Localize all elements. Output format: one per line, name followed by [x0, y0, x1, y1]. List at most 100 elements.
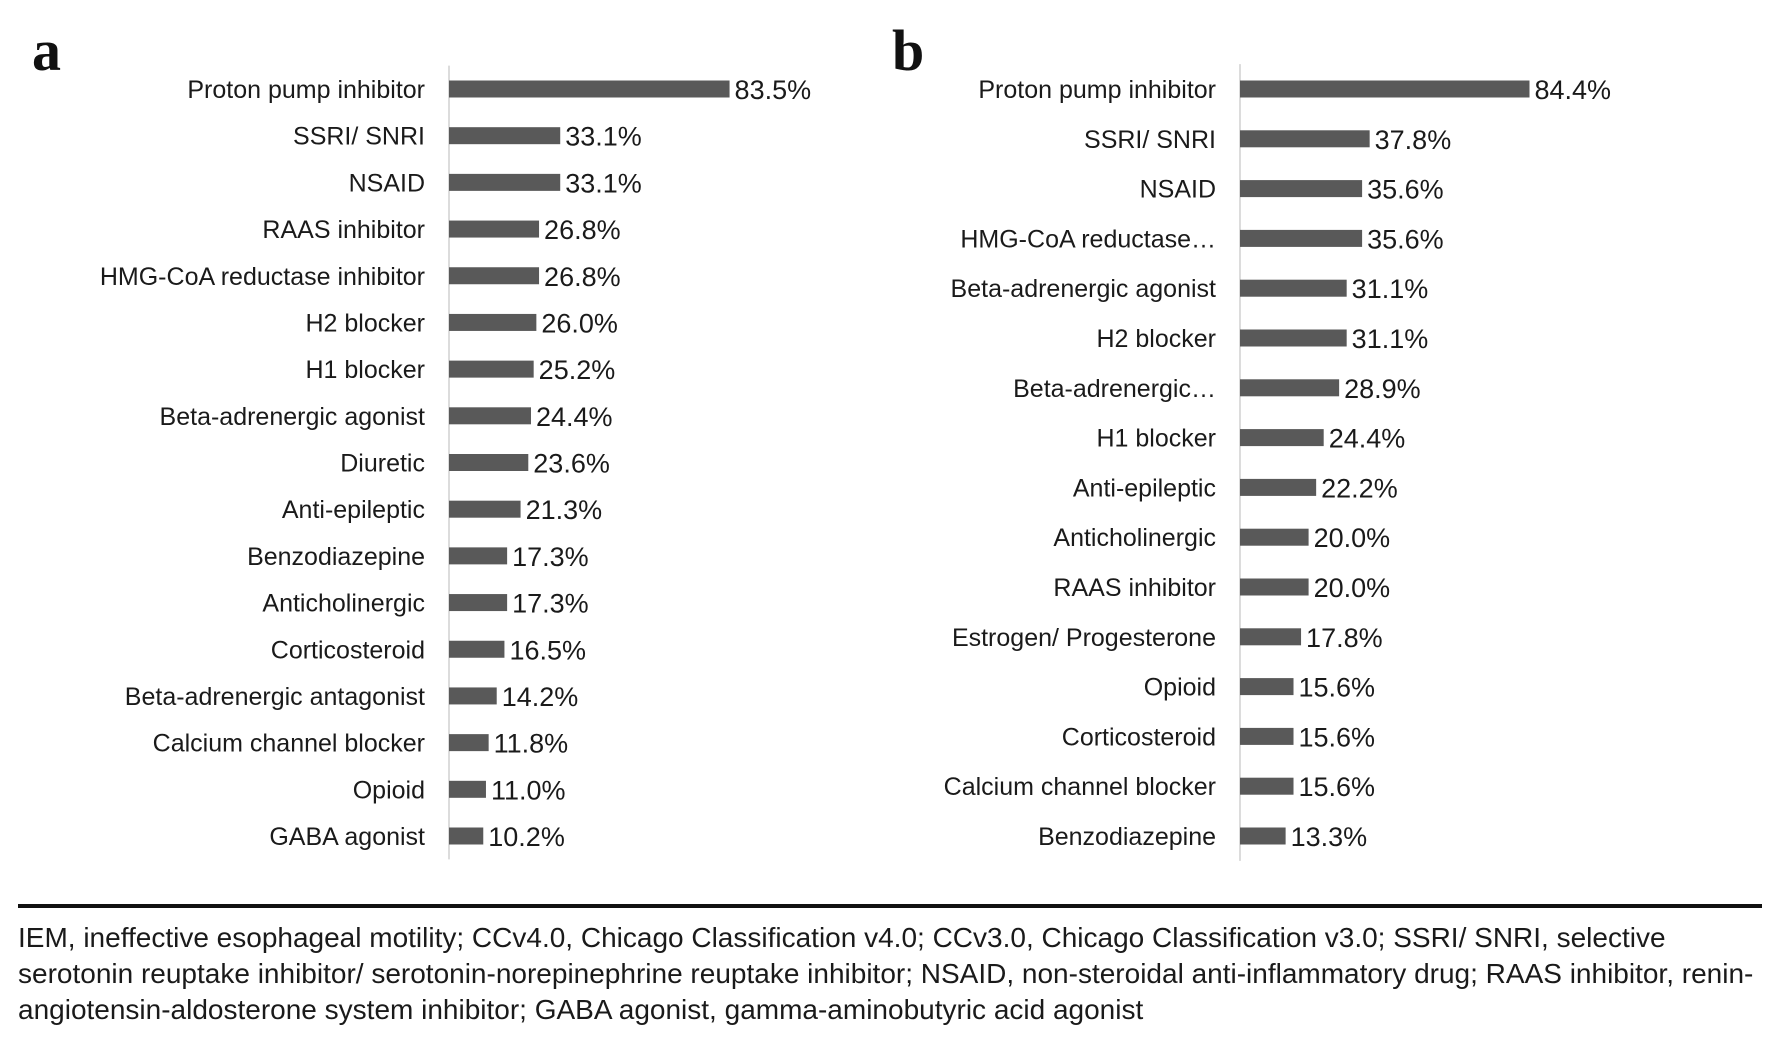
- panel-b-category-label: Calcium channel blocker: [944, 773, 1216, 801]
- panel-b-bar: [1240, 678, 1294, 696]
- panel-a-value-label: 83.5%: [735, 75, 812, 105]
- panel-a-category-label: H1 blocker: [306, 356, 426, 384]
- panel-a-bar: [449, 687, 497, 705]
- panel-a-bars: Proton pump inhibitor 83.5% SSRI/ SNRI 33.1…: [100, 75, 811, 852]
- panel-a-value-label: 26.8%: [544, 262, 621, 292]
- panel-b-value-label: 28.9%: [1344, 374, 1421, 404]
- panel-b-value-label: 37.8%: [1375, 125, 1452, 155]
- panel-b-bar: [1240, 379, 1340, 397]
- panel-b-bars: Proton pump inhibitor 84.4% SSRI/ SNRI 37.8…: [944, 75, 1611, 852]
- panel-a-bar: [449, 827, 484, 845]
- panel-b-category-label: Anticholinergic: [1053, 524, 1216, 552]
- panel-a-value-label: 23.6%: [533, 449, 610, 479]
- panel-a-category-label: Proton pump inhibitor: [187, 76, 425, 104]
- panel-a-bar: [449, 220, 540, 238]
- panel-b-category-label: H1 blocker: [1097, 425, 1217, 453]
- panel-b-category-label: H2 blocker: [1097, 325, 1217, 353]
- panel-b-value-label: 20.0%: [1314, 523, 1391, 553]
- panel-b-category-label: Opioid: [1144, 674, 1216, 702]
- figure: a Proton pump inhibitor 83.5% SSRI/ SNRI 33…: [32, 18, 1611, 861]
- panel-a-category-label: RAAS inhibitor: [262, 216, 425, 244]
- panel-b-bar: [1240, 329, 1347, 347]
- panel-a-bar: [449, 780, 486, 798]
- panel-a-bar: [449, 454, 529, 471]
- panel-b-category-label: NSAID: [1140, 176, 1216, 204]
- panel-a-bar: [449, 173, 561, 191]
- panel-a-bar: [449, 127, 561, 145]
- panel-b-value-label: 31.1%: [1352, 324, 1429, 354]
- panel-a-bar: [449, 640, 505, 658]
- panel-b-category-label: Anti-epileptic: [1073, 474, 1216, 502]
- panel-a-category-label: Diuretic: [340, 450, 425, 478]
- panel-a-value-label: 10.2%: [488, 822, 565, 852]
- panel-b-category-label: RAAS inhibitor: [1053, 574, 1216, 602]
- panel-b-chart: b Proton pump inhibitor 84.4% SSRI/ SNRI 37…: [892, 18, 1611, 861]
- panel-a-bar: [449, 360, 534, 378]
- panel-b-value-label: 35.6%: [1367, 224, 1444, 254]
- panel-b-value-label: 35.6%: [1367, 175, 1444, 205]
- panel-a-value-label: 26.0%: [541, 308, 618, 338]
- panel-a-value-label: 26.8%: [544, 215, 621, 245]
- panel-a-category-label: Beta-adrenergic agonist: [160, 403, 425, 431]
- panel-b-value-label: 31.1%: [1352, 274, 1429, 304]
- panel-b-value-label: 15.6%: [1299, 722, 1376, 752]
- panel-b-category-label: Beta-adrenergic agonist: [951, 275, 1216, 303]
- panel-a-value-label: 11.8%: [494, 729, 569, 759]
- panel-b-bar: [1240, 180, 1363, 198]
- panel-a-value-label: 24.4%: [536, 402, 613, 432]
- panel-a-letter: a: [32, 18, 61, 83]
- panel-a-bar: [449, 407, 531, 425]
- panel-a-bar: [449, 500, 521, 518]
- panel-b-bar: [1240, 279, 1347, 297]
- panel-b-value-label: 15.6%: [1299, 673, 1376, 703]
- panel-a-category-label: Anticholinergic: [262, 590, 425, 618]
- panel-b-category-label: Proton pump inhibitor: [978, 76, 1216, 104]
- panel-a-bar: [449, 313, 537, 331]
- panel-a-value-label: 11.0%: [491, 775, 566, 805]
- footnote-divider: [18, 904, 1762, 908]
- panel-a-category-label: Anti-epileptic: [282, 496, 425, 524]
- panel-b-bar: [1240, 229, 1363, 247]
- panel-b-category-label: SSRI/ SNRI: [1084, 126, 1216, 154]
- panel-b-bar: [1240, 827, 1286, 845]
- panel-a-category-label: Beta-adrenergic antagonist: [125, 683, 425, 711]
- panel-b-bar: [1240, 478, 1317, 496]
- panel-b-bar: [1240, 130, 1370, 148]
- panel-b-value-label: 15.6%: [1299, 772, 1376, 802]
- panel-b-value-label: 20.0%: [1314, 573, 1391, 603]
- panel-a-bar: [449, 734, 489, 752]
- panel-b-category-label: Estrogen/ Progesterone: [952, 624, 1216, 652]
- panel-b-bar: [1240, 578, 1309, 596]
- panel-b-bar: [1240, 628, 1302, 646]
- panel-b-category-label: Benzodiazepine: [1038, 823, 1216, 851]
- panel-a-chart: a Proton pump inhibitor 83.5% SSRI/ SNRI 33…: [32, 18, 811, 860]
- panel-a-category-label: NSAID: [349, 169, 425, 197]
- panel-a-value-label: 16.5%: [509, 635, 586, 665]
- panel-a-value-label: 17.3%: [512, 589, 589, 619]
- panel-a-bar: [449, 80, 730, 98]
- panel-b-bar: [1240, 777, 1294, 795]
- panel-b-category-label: Beta-adrenergic…: [1013, 375, 1216, 403]
- panel-a-category-label: GABA agonist: [269, 823, 425, 851]
- panel-b-category-label: Corticosteroid: [1062, 723, 1216, 751]
- panel-b-value-label: 17.8%: [1306, 623, 1383, 653]
- panel-b-category-label: HMG-CoA reductase…: [960, 225, 1216, 253]
- panel-b-value-label: 13.3%: [1291, 822, 1368, 852]
- panel-a-category-label: Opioid: [353, 776, 425, 804]
- panel-a-category-label: Calcium channel blocker: [153, 730, 425, 758]
- panel-b-value-label: 24.4%: [1329, 424, 1406, 454]
- panel-a-category-label: Corticosteroid: [271, 636, 425, 664]
- panel-a-value-label: 21.3%: [526, 495, 603, 525]
- panel-a-value-label: 14.2%: [502, 682, 579, 712]
- panel-a-category-label: SSRI/ SNRI: [293, 123, 425, 151]
- panel-a-category-label: H2 blocker: [306, 309, 426, 337]
- footnote: IEM, ineffective esophageal motility; CC…: [18, 922, 1754, 1025]
- panel-b-bar: [1240, 727, 1294, 745]
- panel-a-value-label: 25.2%: [539, 355, 616, 385]
- panel-b-value-label: 84.4%: [1534, 75, 1611, 105]
- panel-a-category-label: HMG-CoA reductase inhibitor: [100, 263, 425, 291]
- panel-b-bar: [1240, 80, 1530, 98]
- panel-b-value-label: 22.2%: [1321, 473, 1398, 503]
- panel-b-bar: [1240, 528, 1309, 546]
- panel-b-letter: b: [892, 18, 924, 83]
